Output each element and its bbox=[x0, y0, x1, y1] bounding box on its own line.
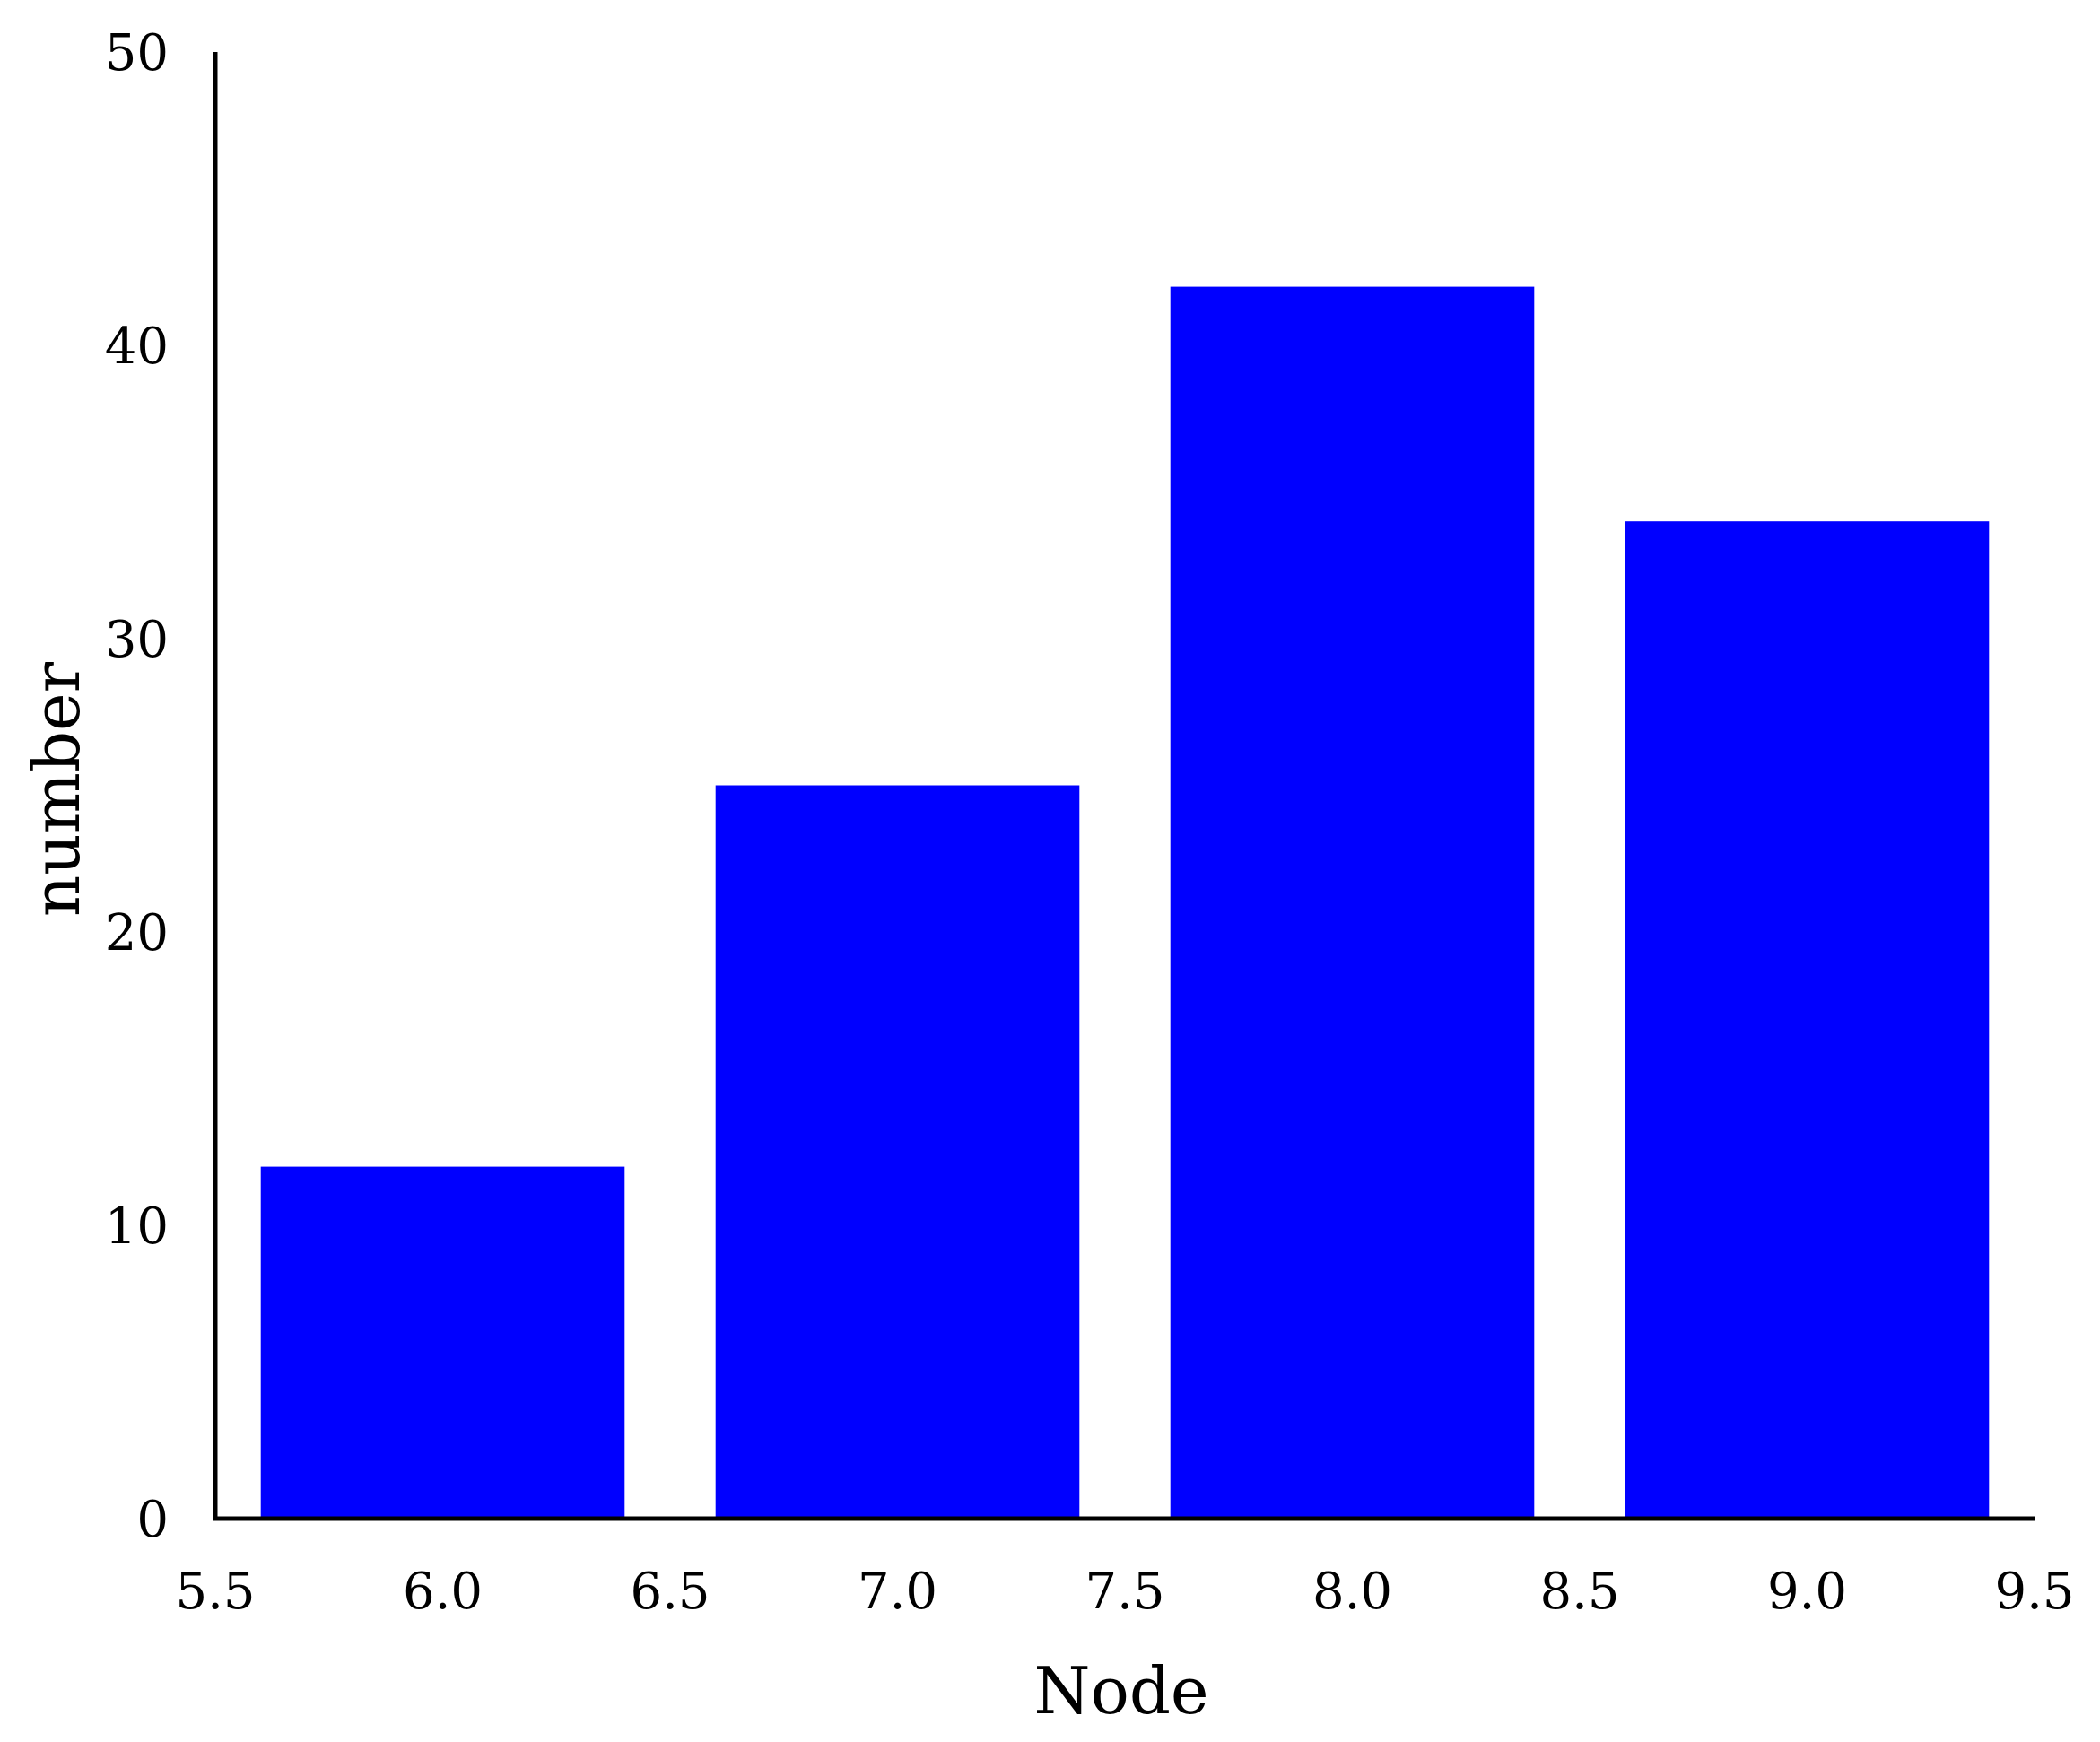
x-tick-label: 8.5 bbox=[1539, 1563, 1619, 1621]
x-tick-label: 6.5 bbox=[630, 1563, 710, 1621]
x-tick-label: 8.0 bbox=[1312, 1563, 1392, 1621]
y-tick-label: 40 bbox=[105, 318, 169, 376]
y-tick-label: 10 bbox=[105, 1198, 169, 1256]
x-tick-label: 9.0 bbox=[1767, 1563, 1847, 1621]
y-tick-label: 0 bbox=[136, 1491, 169, 1549]
ticks-group: 5.5 6.0 6.5 7.0 7.5 8.0 8.5 9.0 9.5 0 10 20 30 40 50 bbox=[105, 24, 2075, 1621]
x-axis-title: Node bbox=[1033, 1653, 1208, 1729]
x-tick-label: 7.5 bbox=[1085, 1563, 1164, 1621]
bars-group bbox=[260, 286, 1990, 1520]
bar-9 bbox=[1625, 521, 1990, 1520]
bar-6 bbox=[260, 1166, 625, 1519]
x-tick-label: 7.0 bbox=[858, 1563, 937, 1621]
y-axis-title: number bbox=[19, 661, 94, 917]
y-tick-label: 20 bbox=[105, 904, 169, 962]
bar-8 bbox=[1170, 286, 1535, 1520]
y-tick-label: 50 bbox=[105, 24, 169, 83]
x-tick-label: 6.0 bbox=[403, 1563, 483, 1621]
x-tick-label: 9.5 bbox=[1994, 1563, 2074, 1621]
y-tick-label: 30 bbox=[105, 611, 169, 669]
axes-group bbox=[213, 52, 2035, 1521]
x-tick-label: 5.5 bbox=[175, 1563, 255, 1621]
bar-7 bbox=[715, 785, 1080, 1519]
